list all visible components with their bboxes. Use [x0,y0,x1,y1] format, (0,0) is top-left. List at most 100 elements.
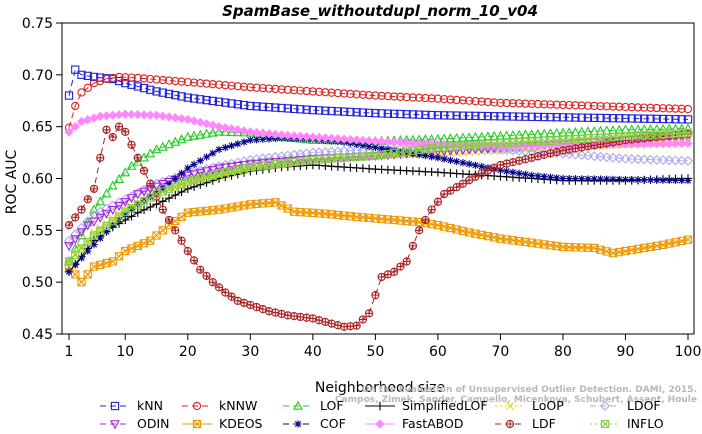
point-fastabod [320,133,330,143]
point-lof [101,188,112,198]
point-cof [90,240,98,249]
legend-marker-cof [294,420,302,428]
series-knnw [64,72,693,132]
x-tick-label: 1 [65,344,74,360]
point-cof [640,176,648,184]
point-odin [82,221,93,231]
point-ldf [333,321,343,330]
y-tick-label: 0.45 [22,327,53,343]
point-knn [314,106,324,115]
point-ldf [214,283,224,292]
point-knn [477,111,486,121]
point-knn [465,111,474,120]
legend-label: LDF [532,416,556,431]
point-cof [503,167,511,175]
point-cof [209,149,217,157]
point-kdeos [71,270,80,279]
legend-marker-kdeos [192,419,202,429]
point-odin [95,213,106,223]
point-ldf [471,172,480,181]
point-knnw [177,77,186,86]
point-cof [546,173,555,181]
point-fastabod [158,111,168,121]
point-cof [446,156,455,164]
point-lof [226,126,237,137]
point-odin [189,170,199,180]
point-knnw [521,99,530,108]
point-knn [202,95,211,105]
legend-label: FastABOD [402,416,464,431]
point-knn [133,82,142,91]
point-knn [640,114,649,123]
point-ldof [614,153,625,164]
x-tick-label: 100 [675,344,702,360]
point-ldof [76,222,87,233]
point-ldf [571,144,580,153]
point-knn [652,114,661,124]
legend-item-loop: LoOP [495,398,564,413]
point-knnw [652,103,661,113]
point-knn [214,97,224,106]
point-knnw [414,93,424,102]
point-knn [571,113,580,122]
point-fastabod [370,136,380,146]
point-knn [358,108,368,117]
point-odin [157,179,168,190]
point-knn [146,85,155,94]
point-ldf [183,246,192,256]
point-knn [233,100,242,109]
point-knnw [377,91,386,101]
point-cof [509,168,517,176]
point-ldof [658,155,668,166]
point-knnw [527,99,536,109]
point-ldof [89,209,99,220]
point-ldof [570,149,581,160]
series-ldf [64,122,693,331]
point-odin [182,171,193,181]
point-knnw [508,99,518,108]
point-ldf [364,309,374,318]
point-knnw [383,92,393,101]
point-fastabod [345,134,355,145]
point-knn [565,113,574,122]
point-knnw [515,99,524,108]
point-fastabod [383,137,393,147]
point-ldf [396,262,405,271]
point-fastabod [658,139,668,149]
legend-marker-odin [110,420,120,430]
point-kdeos [152,231,161,240]
point-knn [183,93,192,102]
legend-marker-fastabod [375,419,385,429]
point-knnw [264,84,274,93]
point-odin [214,164,224,174]
point-ldf [458,179,468,188]
point-fastabod [170,113,180,123]
point-knnw [396,92,405,101]
point-knnw [546,100,555,109]
point-cof [653,176,661,184]
point-knn [427,110,436,120]
point-cof [246,136,254,144]
point-knnw [440,94,449,104]
point-knnw [502,98,511,108]
point-knnw [114,72,124,82]
point-fastabod [176,113,187,124]
point-fastabod [283,130,293,140]
point-cof [421,152,429,160]
point-fastabod [289,131,299,141]
point-knnw [458,96,468,105]
point-lof [470,131,481,141]
point-lof [489,130,500,141]
point-cof [102,228,111,236]
point-cof [440,155,448,163]
point-cof [434,154,442,162]
point-fastabod [139,110,149,120]
point-lof [189,130,199,140]
point-knn [346,107,355,117]
point-ldof [626,154,637,164]
point-knnw [327,88,336,97]
point-knn [627,114,636,123]
point-knn [671,115,680,124]
point-ldof [120,194,131,205]
